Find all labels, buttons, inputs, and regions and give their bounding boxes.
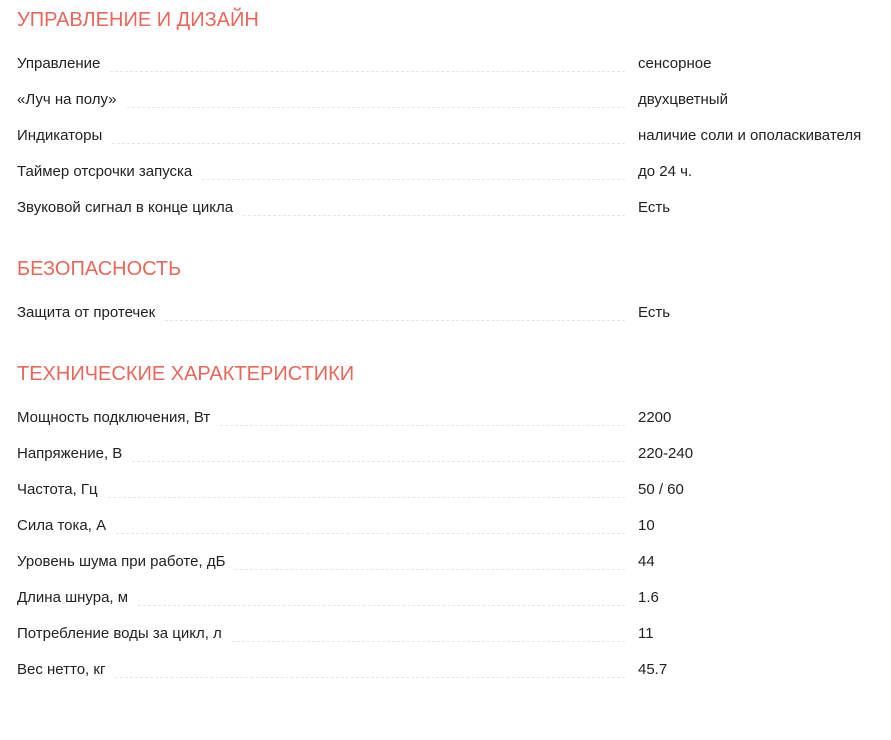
spec-label: Уровень шума при работе, дБ <box>17 553 226 570</box>
spec-row: Уровень шума при работе, дБ 44 <box>17 544 891 580</box>
spec-row: Вес нетто, кг 45.7 <box>17 652 891 688</box>
spec-value: Есть <box>638 304 671 321</box>
spec-row: Сила тока, А 10 <box>17 508 891 544</box>
spec-value: наличие соли и ополаскивателя <box>638 127 862 144</box>
spec-value: 44 <box>638 553 655 570</box>
spec-row: Управление сенсорное <box>17 46 891 82</box>
spec-label: Индикаторы <box>17 127 103 144</box>
dotted-leader <box>202 179 625 180</box>
spec-label: Звуковой сигнал в конце цикла <box>17 199 234 216</box>
spec-label: Напряжение, В <box>17 445 123 462</box>
spec-value: 45.7 <box>638 661 668 678</box>
dotted-leader <box>107 497 625 498</box>
section-title: УПРАВЛЕНИЕ И ДИЗАЙН <box>17 9 259 31</box>
spec-value: 220-240 <box>638 445 694 462</box>
spec-value: двухцветный <box>638 91 728 108</box>
spec-section: БЕЗОПАСНОСТЬ Защита от протечек Есть <box>17 257 891 331</box>
spec-label: Частота, Гц <box>17 481 98 498</box>
spec-value: 10 <box>638 517 655 534</box>
spec-label: Защита от протечек <box>17 304 156 321</box>
dotted-leader <box>110 71 625 72</box>
spec-label: Управление <box>17 55 101 72</box>
spec-row: Звуковой сигнал в конце цикла Есть <box>17 190 891 226</box>
spec-value: 50 / 60 <box>638 481 684 498</box>
spec-section: УПРАВЛЕНИЕ И ДИЗАЙН Управление сенсорное «Л… <box>17 0 891 226</box>
spec-row: Таймер отсрочки запуска до 24 ч. <box>17 154 891 190</box>
spec-label: Таймер отсрочки запуска <box>17 163 193 180</box>
spec-value: 11 <box>638 625 654 642</box>
dotted-leader <box>115 677 625 678</box>
dotted-leader <box>231 641 625 642</box>
spec-label: Сила тока, А <box>17 517 107 534</box>
dotted-leader <box>235 569 625 570</box>
spec-row: Мощность подключения, Вт 2200 <box>17 400 891 436</box>
spec-row: Длина шнура, м 1.6 <box>17 580 891 616</box>
spec-label: Мощность подключения, Вт <box>17 409 211 426</box>
spec-label: Вес нетто, кг <box>17 661 106 678</box>
spec-label: Длина шнура, м <box>17 589 129 606</box>
section-title: ТЕХНИЧЕСКИЕ ХАРАКТЕРИСТИКИ <box>17 363 355 385</box>
dotted-leader <box>220 425 625 426</box>
spec-row: Защита от протечек Есть <box>17 295 891 331</box>
section-title: БЕЗОПАСНОСТЬ <box>17 258 182 280</box>
spec-value: до 24 ч. <box>638 163 693 180</box>
spec-value: Есть <box>638 199 671 216</box>
spec-label: «Луч на полу» <box>17 91 117 108</box>
spec-value: сенсорное <box>638 55 712 72</box>
dotted-leader <box>132 461 625 462</box>
spec-section: ТЕХНИЧЕСКИЕ ХАРАКТЕРИСТИКИ Мощность подкл… <box>17 362 891 688</box>
spec-row: Индикаторы наличие соли и ополаскивателя <box>17 118 891 154</box>
specs-list: УПРАВЛЕНИЕ И ДИЗАЙН Управление сенсорное «Л… <box>17 0 891 688</box>
dotted-leader <box>165 320 625 321</box>
spec-value: 2200 <box>638 409 672 426</box>
spec-value: 1.6 <box>638 589 659 606</box>
spec-row: «Луч на полу» двухцветный <box>17 82 891 118</box>
spec-row: Частота, Гц 50 / 60 <box>17 472 891 508</box>
dotted-leader <box>116 533 625 534</box>
dotted-leader <box>243 215 625 216</box>
spec-row: Напряжение, В 220-240 <box>17 436 891 472</box>
dotted-leader <box>138 605 625 606</box>
spec-row: Потребление воды за цикл, л 11 <box>17 616 891 652</box>
dotted-leader <box>126 107 625 108</box>
spec-label: Потребление воды за цикл, л <box>17 625 222 642</box>
dotted-leader <box>112 143 625 144</box>
